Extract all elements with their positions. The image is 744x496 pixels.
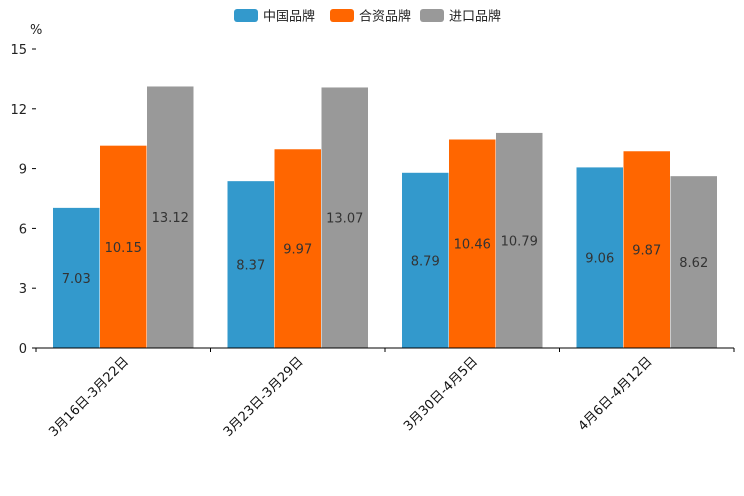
y-tick-label: 9 — [19, 163, 27, 178]
bar — [402, 172, 449, 348]
bar-value-label: 13.12 — [152, 211, 189, 226]
bar — [100, 145, 147, 348]
bar — [670, 176, 717, 348]
x-category-label: 3月16日-3月22日 — [46, 354, 132, 440]
bar-value-label: 10.15 — [105, 241, 142, 256]
y-tick-label: 12 — [10, 103, 27, 118]
bar-value-label: 7.03 — [62, 272, 91, 287]
legend-label: 进口品牌 — [449, 9, 501, 25]
bar — [147, 86, 194, 348]
bar — [496, 132, 543, 348]
bar-value-label: 9.87 — [632, 244, 661, 259]
bar — [53, 207, 100, 348]
y-tick-label: 0 — [19, 342, 27, 357]
legend-item: 进口品牌 — [420, 9, 501, 25]
bar-value-label: 9.06 — [585, 252, 614, 267]
legend-swatch — [330, 9, 354, 22]
bar — [227, 181, 274, 348]
bar-value-label: 13.07 — [326, 212, 363, 227]
y-tick-label: 3 — [19, 282, 27, 297]
bar — [274, 149, 321, 348]
x-axis: 3月16日-3月22日 3月23日-3月29日 3月30日-4月5日 4月6日-4月1… — [35, 347, 735, 440]
legend-item: 合资品牌 — [330, 9, 411, 25]
bar-value-label: 8.62 — [679, 256, 708, 271]
legend-swatch — [234, 9, 258, 22]
x-category-label: 3月30日-4月5日 — [401, 354, 481, 434]
x-category-label: 3月23日-3月29日 — [221, 354, 307, 440]
bar — [576, 167, 623, 348]
bar-value-label: 8.37 — [236, 259, 265, 274]
bar-value-label: 10.79 — [501, 234, 538, 249]
bar — [321, 87, 368, 348]
x-category-label: 4月6日-4月12日 — [576, 354, 656, 434]
legend-label: 中国品牌 — [263, 9, 315, 25]
legend-item: 中国品牌 — [234, 9, 315, 25]
bar-value-label: 8.79 — [411, 254, 440, 269]
bar — [449, 139, 496, 348]
bars: 7.03 10.15 13.12 8.37 9.97 13.07 8.79 10.46 10.7… — [53, 86, 717, 348]
y-axis: 0 3 6 9 12 15 — [10, 43, 36, 357]
bar — [623, 151, 670, 348]
legend: 中国品牌 合资品牌 进口品牌 — [234, 9, 501, 25]
bar-value-label: 10.46 — [454, 238, 491, 253]
legend-label: 合资品牌 — [359, 9, 411, 25]
y-axis-unit-label: % — [30, 23, 42, 38]
y-tick-label: 15 — [10, 43, 27, 58]
legend-swatch — [420, 9, 444, 22]
y-tick-label: 6 — [19, 222, 27, 237]
bar-value-label: 9.97 — [283, 243, 312, 258]
